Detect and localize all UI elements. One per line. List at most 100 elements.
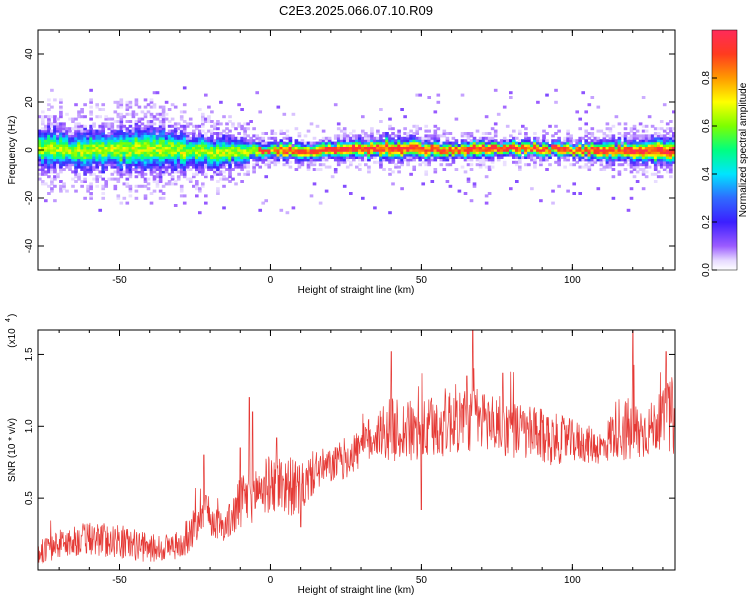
spectrogram-cell bbox=[128, 187, 133, 191]
spectrogram-cell bbox=[225, 160, 229, 164]
spectrogram-cell bbox=[38, 136, 42, 140]
spectrogram-cell bbox=[355, 139, 359, 143]
spectrogram-cell bbox=[101, 139, 106, 143]
spectrogram-cell bbox=[252, 144, 256, 147]
spectrogram-cell bbox=[155, 184, 160, 188]
spectrogram-cell bbox=[59, 124, 63, 128]
spectrogram-cell bbox=[545, 158, 549, 162]
spectrogram-cell bbox=[119, 170, 124, 174]
spectrogram-cell bbox=[110, 141, 115, 145]
spectrogram-cell bbox=[412, 146, 417, 150]
spectrogram-cell bbox=[41, 129, 45, 133]
spectrogram-cell bbox=[599, 158, 604, 162]
spectrogram-cell bbox=[282, 112, 287, 116]
spectrogram-cell bbox=[116, 103, 121, 107]
spectrogram-cell bbox=[427, 153, 432, 157]
spectrogram-cell bbox=[551, 134, 555, 138]
spectrogram-cell bbox=[182, 134, 187, 138]
spectrogram-cell bbox=[442, 129, 447, 133]
spectrogram-cell bbox=[116, 112, 121, 116]
spectrogram-cell bbox=[119, 175, 124, 179]
spectrogram-cell bbox=[605, 127, 610, 131]
spectrogram-cell bbox=[228, 170, 232, 174]
spectrogram-cell bbox=[41, 115, 45, 119]
spectrogram-cell bbox=[397, 153, 401, 157]
spectrogram-cell bbox=[484, 158, 489, 162]
spectrogram-cell bbox=[158, 144, 163, 147]
spectrogram-cell bbox=[367, 136, 371, 140]
spectrogram-cell bbox=[650, 172, 655, 176]
spectrogram-cell bbox=[502, 139, 507, 143]
spectrogram-cell bbox=[439, 153, 444, 157]
spectrogram-cell bbox=[195, 148, 199, 152]
spectrogram-cell bbox=[288, 136, 293, 140]
spectrogram-cell bbox=[219, 100, 223, 104]
spectrogram-cell bbox=[228, 168, 232, 171]
spectrogram-cell bbox=[59, 180, 63, 183]
spectrogram-cell bbox=[424, 163, 429, 167]
spectrogram-cell bbox=[388, 156, 392, 159]
spectrogram-cell bbox=[445, 163, 450, 167]
spectrogram-cell bbox=[146, 127, 151, 131]
spectrogram-cell bbox=[578, 146, 583, 150]
spectrogram-cell bbox=[484, 148, 489, 152]
spectrogram-cell bbox=[454, 117, 459, 121]
spectrogram-cell bbox=[128, 103, 133, 107]
spectrogram-cell bbox=[89, 148, 93, 152]
spectrogram-cell bbox=[593, 146, 598, 150]
spectrogram-cell bbox=[68, 136, 72, 140]
spectrogram-cell bbox=[575, 110, 580, 114]
spectrogram-cell bbox=[406, 148, 410, 152]
spectrogram-cell bbox=[385, 144, 389, 147]
spectrogram-cell bbox=[44, 124, 48, 128]
spectrogram-cell bbox=[572, 163, 577, 167]
spectrogram-cell bbox=[107, 127, 112, 131]
spectrogram-cell bbox=[382, 146, 386, 150]
spectrogram-cell bbox=[128, 139, 133, 143]
spectrogram-cell bbox=[128, 184, 133, 188]
spectrogram-cell bbox=[665, 127, 670, 131]
spectrogram-cell bbox=[659, 146, 664, 150]
spectrogram-cell bbox=[659, 165, 664, 169]
spectrogram-cell bbox=[110, 136, 115, 140]
spectrogram-cell bbox=[475, 144, 480, 147]
spectrogram-cell bbox=[110, 127, 115, 131]
spectrogram-cell bbox=[50, 187, 54, 191]
spectrogram-cell bbox=[306, 156, 311, 159]
spectrogram-cell bbox=[566, 158, 570, 162]
spectrogram-cell bbox=[478, 153, 483, 157]
spectrogram-cell bbox=[240, 168, 244, 171]
spectrogram-cell bbox=[635, 148, 640, 152]
spectrogram-cell bbox=[273, 144, 278, 147]
spectrogram-cell bbox=[611, 146, 616, 150]
spectrogram-cell bbox=[605, 139, 610, 143]
spectrogram-cell bbox=[83, 141, 87, 145]
spectrogram-cell bbox=[113, 134, 118, 138]
spectrogram-cell bbox=[143, 134, 148, 138]
spectrogram-cell bbox=[213, 165, 217, 169]
spectrogram-cell bbox=[77, 132, 81, 135]
spectrogram-cell bbox=[140, 151, 145, 155]
spectrogram-cell bbox=[131, 141, 136, 145]
spectrogram-cell bbox=[590, 139, 595, 143]
spectrogram-cell bbox=[279, 151, 284, 155]
spectrogram-cell bbox=[367, 165, 371, 169]
spectrogram-cell bbox=[222, 165, 226, 169]
spectrogram-cell bbox=[291, 148, 296, 152]
spectrogram-cell bbox=[89, 134, 93, 138]
spectrogram-cell bbox=[207, 151, 211, 155]
spectrogram-cell bbox=[439, 141, 444, 145]
spectrogram-cell bbox=[50, 139, 54, 143]
spectrogram-cell bbox=[270, 136, 275, 140]
spectrogram-cell bbox=[158, 112, 163, 116]
spectrogram-cell bbox=[566, 139, 570, 143]
spectrogram-cell bbox=[195, 144, 199, 147]
spectrogram-cell bbox=[65, 163, 69, 167]
spectrogram-cell bbox=[297, 144, 302, 147]
spectrogram-cell bbox=[192, 165, 196, 169]
spectrogram-cell bbox=[665, 139, 670, 143]
spectrogram-cell bbox=[391, 136, 395, 140]
spectrogram-cell bbox=[509, 144, 513, 147]
spectrogram-cell bbox=[614, 151, 619, 155]
spectrogram-cell bbox=[300, 139, 305, 143]
